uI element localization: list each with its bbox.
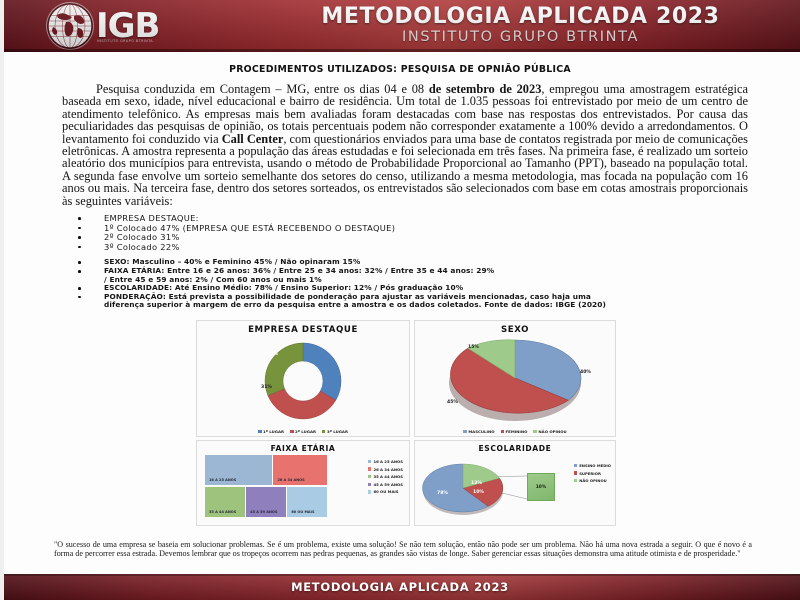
logo-initials: IGB [96, 6, 160, 46]
legend-label: 60 OU MAIS [373, 489, 399, 495]
footer-title: METODOLOGIA APLICADA 2023 [291, 580, 509, 594]
legend-item: SUPERIOR [573, 470, 611, 476]
secondary-plot-value: 10% [535, 484, 547, 490]
chart-title: FAIXA ETÁRIA [270, 444, 336, 453]
slice-value-3: 22% [267, 352, 278, 357]
slice-value-1: 40% [580, 370, 591, 375]
treemap-cell: 60 OU MAIS [287, 486, 327, 517]
donut-graphic: 31% 22% [245, 339, 361, 428]
legend-label: NÃO OPINOU [579, 478, 607, 484]
treemap-cell: 16 A 25 ANOS [205, 455, 272, 486]
legend-label: NÃO OPINOU [538, 429, 567, 434]
legend-label: ENSINO MEDIO [579, 463, 611, 468]
footer-edge [0, 574, 800, 576]
header-banner: IGB INSTITUTO GRUPO BTRINTA METODOLOGIA … [0, 0, 800, 52]
legend-item: 26 A 34 ANOS [367, 466, 403, 472]
logo: IGB INSTITUTO GRUPO BTRINTA [47, 1, 160, 51]
chart-title: SEXO [500, 325, 530, 335]
intro-paragraph: Pesquisa conduzida em Contagem – MG, ent… [62, 82, 749, 208]
list-item: / Entre 45 e 59 anos: 2% / Com 60 anos o… [104, 274, 322, 284]
header-title-block: METODOLOGIA APLICADA 2023 INSTITUTO GRUP… [255, 4, 786, 46]
legend-item: 45 A 59 ANOS [367, 481, 403, 487]
globe-icon [47, 3, 93, 49]
list-item: EMPRESA DESTAQUE: [78, 213, 800, 224]
slice-value-2: 12% [471, 481, 482, 486]
list-item: FAIXA ETÁRIA: Entre 16 e 26 anos: 36% / … [78, 266, 800, 276]
legend-item: NÃO OPINOU [573, 478, 611, 484]
slice-value-2: 45% [447, 400, 458, 405]
treemap-graphic: 16 A 25 ANOS 26 A 34 ANOS 35 A 44 ANOS 4… [205, 455, 327, 517]
treemap-cell-label: 45 A 59 ANOS [250, 509, 278, 514]
slice-value-2: 31% [261, 385, 272, 390]
chart-legend: ENSINO MEDIO SUPERIOR NÃO OPINOU [573, 463, 611, 484]
secondary-plot-block: 10% [527, 473, 555, 501]
legend-item: NÃO OPINOU [533, 429, 567, 434]
treemap-cell-label: 35 A 44 ANOS [209, 509, 237, 514]
scan-margin [0, 0, 4, 600]
charts-grid: EMPRESA DESTAQUE 31% 22% [196, 320, 616, 526]
footer-banner: METODOLOGIA APLICADA 2023 [0, 574, 800, 600]
legend-item: 60 OU MAIS [367, 489, 403, 495]
treemap-cell-label: 26 A 34 ANOS [277, 478, 305, 483]
chart-sexo: SEXO 15% 45% [414, 320, 616, 437]
legend-item: 3º LUGAR [321, 429, 348, 434]
list-item: diferença superior à margem de erro da p… [104, 300, 607, 310]
list-item: 2º Colocado 31% [78, 233, 800, 243]
chart-title: ESCOLARIDADE [478, 444, 552, 453]
banner-edge [0, 49, 800, 52]
chart-title: EMPRESA DESTAQUE [248, 325, 358, 335]
list-item: ESCOLARIDADE: Até Ensino Médio: 78% / En… [78, 284, 800, 293]
list-item: PONDERAÇÃO: Está prevista a possibilidad… [78, 292, 800, 302]
legend-item: 1º LUGAR [258, 429, 284, 434]
slice-value-1: 78% [437, 491, 448, 496]
page-title: METODOLOGIA APLICADA 2023 [321, 4, 720, 29]
legend-label: 35 A 44 ANOS [373, 474, 403, 480]
document-content: PROCEDIMENTOS UTILIZADOS: PESQUISA DE OP… [0, 52, 800, 562]
bullet-list-variaveis: SEXO: Masculino – 40% e Feminino 45% / N… [78, 258, 800, 310]
treemap-cell: 45 A 59 ANOS [246, 486, 286, 517]
chart-legend: MASCULINO FEMININO NÃO OPINOU [415, 429, 615, 434]
legend-item: MASCULINO [463, 429, 495, 434]
legend-label: 1º LUGAR [263, 429, 285, 434]
legend-label: 3º LUGAR [326, 429, 348, 434]
bullet-list-empresa: EMPRESA DESTAQUE: 1º Colocado 47% (EMPRE… [78, 213, 800, 253]
treemap-cell-label: 16 A 25 ANOS [209, 478, 237, 483]
chart-empresa-destaque: EMPRESA DESTAQUE 31% 22% [196, 320, 410, 437]
legend-label: 45 A 59 ANOS [373, 481, 403, 487]
logo-tagline: INSTITUTO GRUPO BTRINTA [97, 39, 154, 43]
legend-label: MASCULINO [468, 429, 495, 434]
chart-escolaridade: ESCOLARIDADE [414, 440, 616, 526]
legend-item: FEMININO [500, 429, 528, 434]
chart-legend: 16 A 25 ANOS 26 A 34 ANOS 35 A 44 ANOS 4… [367, 459, 403, 495]
slice-value-3: 10% [473, 490, 484, 495]
list-item: 3º Colocado 22% [78, 242, 800, 253]
legend-label: SUPERIOR [579, 470, 601, 476]
legend-item: 2º LUGAR [290, 429, 316, 434]
treemap-cell: 26 A 34 ANOS [273, 455, 327, 486]
closing-quote: "O sucesso de uma empresa se baseia em s… [54, 539, 752, 558]
legend-item: 16 A 25 ANOS [367, 459, 403, 464]
treemap-cell-label: 60 OU MAIS [291, 509, 315, 514]
pie-graphic: 15% 45% 40% [440, 336, 591, 429]
page-subtitle: INSTITUTO GRUPO BTRINTA [402, 29, 639, 45]
legend-label: 26 A 34 ANOS [373, 466, 403, 472]
pie-graphic: 78% 12% 10% [421, 461, 517, 520]
treemap-cell: 35 A 44 ANOS [205, 486, 245, 517]
chart-legend: 1º LUGAR 2º LUGAR 3º LUGAR [197, 429, 409, 434]
legend-label: FEMININO [505, 429, 528, 434]
list-item: 1º Colocado 47% (EMPRESA QUE ESTÁ RECEBE… [78, 223, 800, 234]
section-title: PROCEDIMENTOS UTILIZADOS: PESQUISA DE OP… [229, 64, 571, 75]
slice-value-3: 15% [468, 345, 479, 350]
chart-faixa-etaria: FAIXA ETÁRIA 16 A 25 ANOS 26 A 34 ANOS 3… [196, 440, 410, 526]
legend-item: ENSINO MEDIO [573, 463, 611, 468]
list-item: SEXO: Masculino – 40% e Feminino 45% / N… [78, 258, 800, 267]
legend-item: 35 A 44 ANOS [367, 474, 403, 480]
legend-label: 2º LUGAR [295, 429, 316, 434]
legend-label: 16 A 25 ANOS [373, 459, 403, 464]
